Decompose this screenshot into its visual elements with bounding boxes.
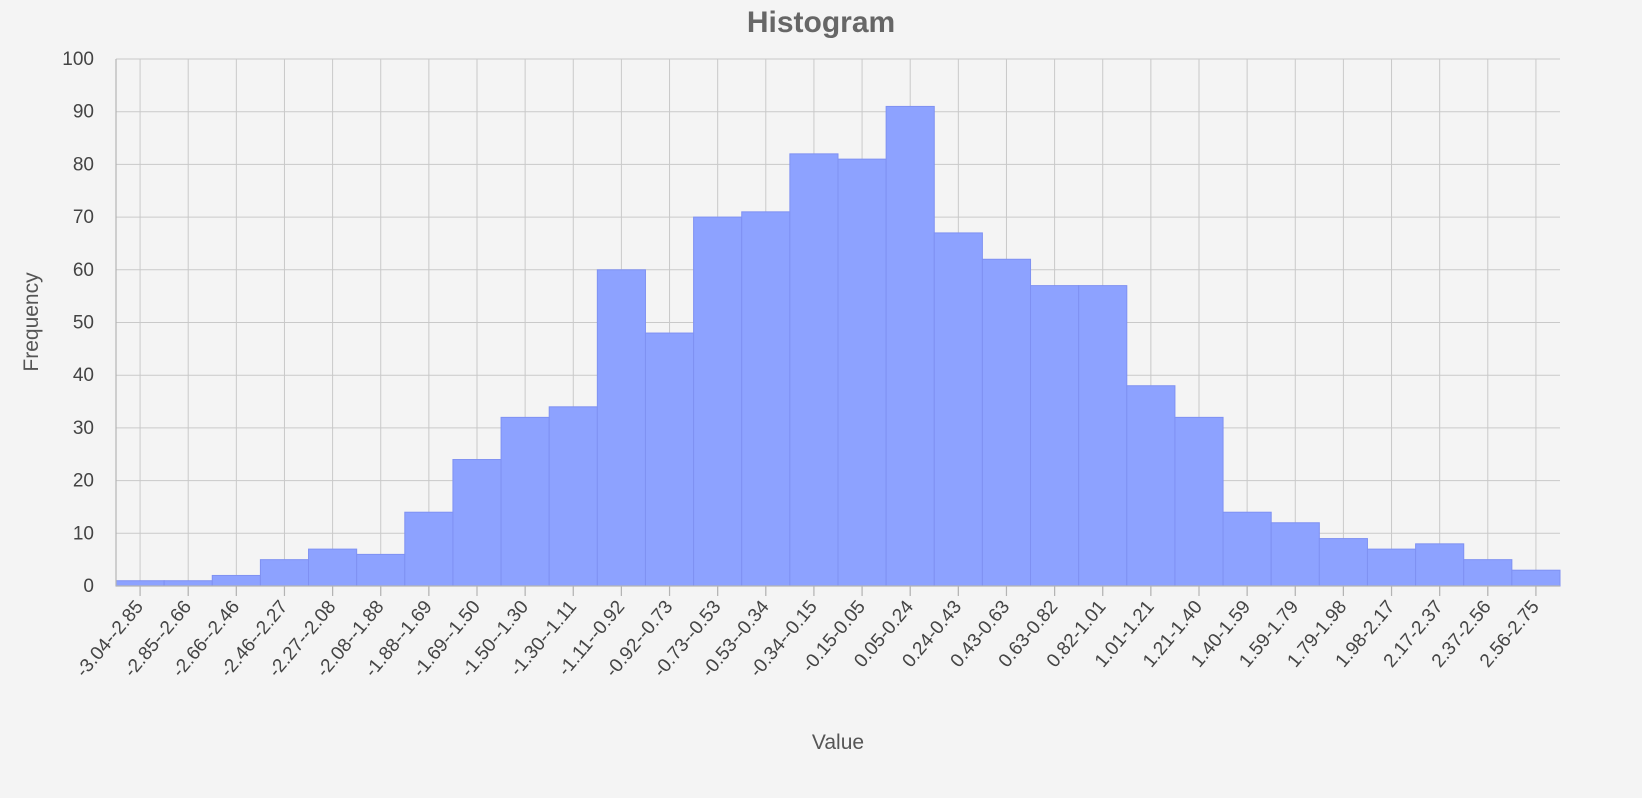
histogram-bar [356, 553, 406, 587]
histogram-bar [211, 574, 261, 587]
histogram-bar [259, 559, 310, 587]
histogram-bar [548, 406, 598, 587]
histogram-bar [1463, 559, 1513, 587]
histogram-bar [1030, 285, 1080, 587]
histogram-bar [933, 232, 983, 587]
y-tick-label: 50 [73, 313, 94, 334]
y-tick-label: 30 [73, 418, 94, 439]
y-tick-label: 60 [73, 260, 94, 281]
y-tick-label: 40 [73, 365, 94, 386]
y-tick-label: 70 [73, 207, 94, 228]
histogram-bar [308, 548, 358, 587]
histogram-bar [596, 269, 646, 587]
histogram-bar [1078, 285, 1128, 587]
histogram-bar [1318, 538, 1368, 587]
histogram-bar [789, 153, 839, 587]
histogram-bar [644, 332, 695, 587]
histogram-bar [404, 511, 454, 587]
y-tick-label: 20 [73, 471, 94, 492]
histogram-bar [1126, 385, 1176, 587]
histogram-bar [1174, 416, 1224, 587]
y-tick-label: 10 [73, 523, 94, 544]
y-tick-label: 90 [73, 102, 94, 123]
histogram-bar [163, 580, 213, 587]
histogram-bar [1511, 569, 1561, 587]
x-axis-label: Value [812, 731, 864, 754]
histogram-bar [500, 416, 550, 587]
axes-layer [115, 59, 1560, 596]
histogram-bar [1270, 522, 1320, 587]
histogram-bar [837, 158, 887, 587]
y-axis-label: Frequency [20, 272, 43, 372]
histogram-bar [981, 258, 1032, 587]
histogram-bar [693, 216, 743, 587]
histogram-bar [741, 211, 791, 587]
histogram-bar [1415, 543, 1465, 587]
histogram-bar [1366, 548, 1417, 587]
bars-layer [115, 105, 1561, 587]
histogram-bar [1222, 511, 1272, 587]
y-tick-label: 80 [73, 154, 94, 175]
chart-title: Histogram [747, 6, 895, 39]
y-tick-label: 0 [83, 576, 94, 597]
histogram-bar [452, 459, 502, 587]
y-tick-label: 100 [62, 49, 94, 70]
histogram-bar [115, 580, 165, 587]
histogram-bar [885, 105, 935, 587]
